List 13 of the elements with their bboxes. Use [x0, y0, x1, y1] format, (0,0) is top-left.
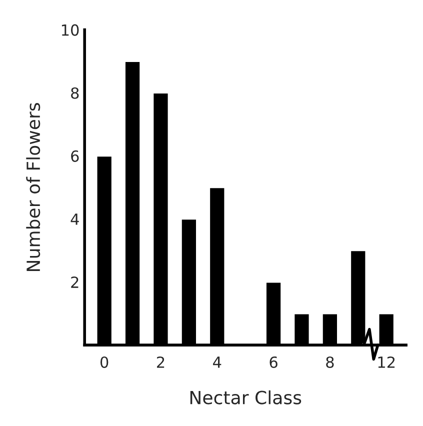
x-tick-label: 4 — [213, 356, 222, 368]
x-tick-label: 2 — [157, 356, 164, 368]
x-tick-label: 8 — [326, 356, 334, 368]
y-tick-label: 6 — [71, 150, 79, 162]
x-tick-label: 0 — [100, 356, 108, 368]
x-axis-title: Nectar Class — [190, 390, 302, 404]
y-tick-label: 2 — [71, 276, 78, 288]
y-tick-label: 8 — [71, 87, 79, 99]
y-tick-label: 10 — [62, 24, 79, 36]
x-tick-label: 12 — [378, 356, 395, 368]
x-tick-label: 6 — [270, 356, 278, 368]
y-axis-title: Number of Flowers — [26, 103, 40, 271]
y-tick-label: 4 — [70, 214, 79, 225]
